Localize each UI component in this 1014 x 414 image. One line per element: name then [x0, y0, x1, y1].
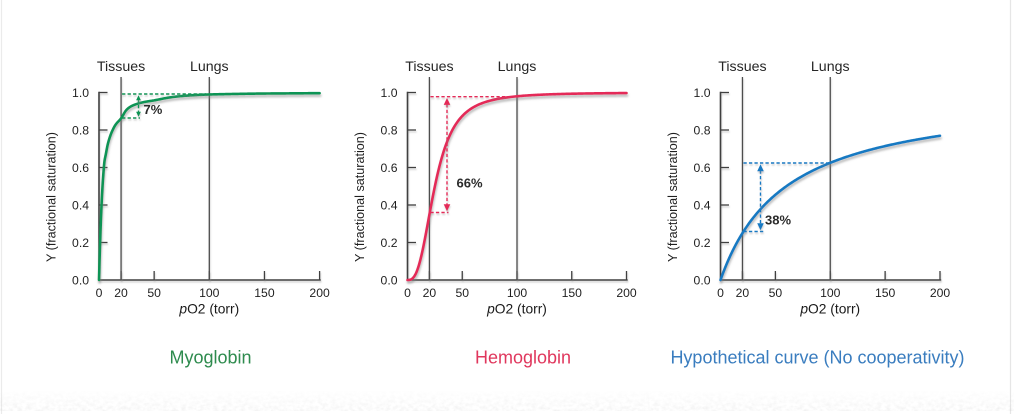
- svg-text:0.0: 0.0: [72, 273, 89, 287]
- svg-text:pO2 (torr): pO2 (torr): [486, 302, 547, 317]
- svg-text:66%: 66%: [457, 176, 483, 191]
- svg-text:Lungs: Lungs: [190, 59, 229, 75]
- svg-text:150: 150: [562, 286, 583, 300]
- svg-text:Lungs: Lungs: [498, 59, 537, 75]
- svg-text:pO2 (torr): pO2 (torr): [178, 302, 239, 317]
- svg-text:pO2 (torr): pO2 (torr): [799, 302, 860, 317]
- svg-text:Tissues: Tissues: [97, 59, 145, 75]
- svg-text:200: 200: [616, 286, 637, 300]
- svg-text:0.8: 0.8: [72, 123, 89, 137]
- svg-text:0: 0: [96, 286, 103, 300]
- svg-text:50: 50: [147, 286, 161, 300]
- svg-text:0.2: 0.2: [694, 236, 711, 250]
- svg-text:200: 200: [309, 286, 330, 300]
- svg-text:0.4: 0.4: [381, 198, 398, 212]
- svg-text:0: 0: [404, 286, 411, 300]
- svg-text:0.6: 0.6: [72, 161, 89, 175]
- svg-text:0.6: 0.6: [694, 161, 711, 175]
- svg-text:1.0: 1.0: [381, 86, 398, 100]
- svg-text:Y (fractional saturation): Y (fractional saturation): [45, 132, 59, 262]
- svg-text:38%: 38%: [765, 213, 791, 228]
- svg-text:1.0: 1.0: [694, 86, 711, 100]
- svg-text:100: 100: [199, 286, 220, 300]
- svg-text:20: 20: [114, 286, 128, 300]
- svg-text:150: 150: [875, 286, 896, 300]
- svg-text:Tissues: Tissues: [718, 59, 766, 75]
- svg-text:0.8: 0.8: [694, 123, 711, 137]
- svg-text:0.0: 0.0: [381, 273, 398, 287]
- svg-text:0.8: 0.8: [381, 123, 398, 137]
- svg-text:0.0: 0.0: [694, 273, 711, 287]
- svg-text:Tissues: Tissues: [405, 59, 453, 75]
- svg-text:Myoglobin: Myoglobin: [169, 348, 251, 368]
- svg-text:7%: 7%: [144, 102, 163, 117]
- svg-text:0.4: 0.4: [72, 198, 89, 212]
- svg-text:Lungs: Lungs: [811, 59, 850, 75]
- svg-text:1.0: 1.0: [72, 86, 89, 100]
- svg-text:Hemoglobin: Hemoglobin: [475, 348, 571, 368]
- svg-text:0: 0: [717, 286, 724, 300]
- svg-text:100: 100: [507, 286, 528, 300]
- svg-text:20: 20: [736, 286, 750, 300]
- svg-text:0.2: 0.2: [72, 236, 89, 250]
- svg-text:Y (fractional saturation): Y (fractional saturation): [353, 132, 367, 262]
- svg-text:Hypothetical curve (No coopera: Hypothetical curve (No cooperativity): [670, 348, 964, 368]
- svg-text:200: 200: [930, 286, 951, 300]
- svg-text:0.4: 0.4: [694, 198, 711, 212]
- svg-text:150: 150: [254, 286, 275, 300]
- svg-text:50: 50: [455, 286, 469, 300]
- svg-text:100: 100: [820, 286, 841, 300]
- svg-text:0.2: 0.2: [381, 236, 398, 250]
- svg-text:50: 50: [769, 286, 783, 300]
- svg-text:20: 20: [423, 286, 437, 300]
- svg-text:Y (fractional saturation): Y (fractional saturation): [666, 132, 680, 262]
- svg-text:0.6: 0.6: [381, 161, 398, 175]
